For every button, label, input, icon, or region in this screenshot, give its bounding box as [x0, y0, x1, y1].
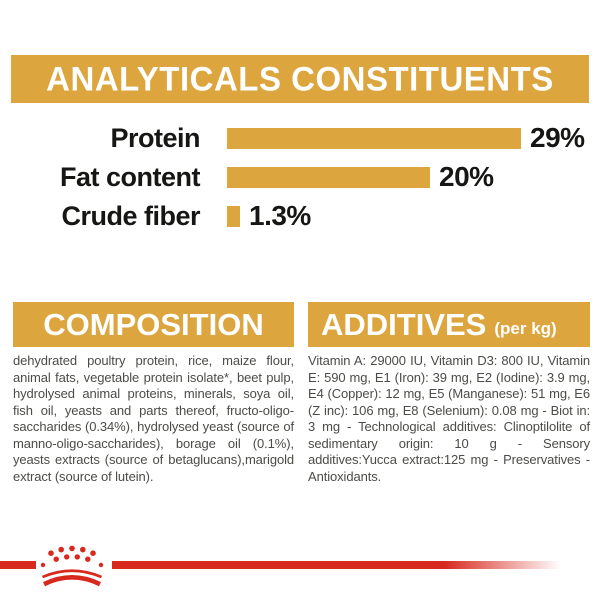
bar-row: Protein 29% — [0, 122, 600, 153]
bar-value: 29% — [530, 122, 585, 153]
bar — [227, 205, 240, 227]
composition-header: COMPOSITION — [13, 302, 294, 347]
composition-title: COMPOSITION — [43, 307, 264, 342]
royal-canin-crown-icon — [40, 545, 104, 587]
bar-chart: Protein 29% Fat content 20% Crude fiber 1.3% — [0, 122, 600, 231]
footer-rule-left — [0, 561, 36, 569]
bar-row: Crude fiber 1.3% — [0, 200, 600, 231]
bar-label: Fat content — [60, 161, 201, 192]
bar-row: Fat content 20% — [0, 161, 600, 192]
bar — [227, 166, 430, 188]
analytical-constituents-title: ANALYTICALS CONSTITUENTS — [46, 59, 554, 98]
additives-title: ADDITIVES — [321, 307, 487, 342]
composition-text: dehydrated poultry protein, rice, maize … — [13, 353, 294, 484]
bar-value: 20% — [439, 161, 494, 192]
additives-section: ADDITIVES (per kg) Vitamin A: 29000 IU, … — [308, 302, 590, 485]
bar-value: 1.3% — [249, 200, 311, 231]
additives-header: ADDITIVES (per kg) — [308, 302, 590, 347]
analytical-constituents-header: ANALYTICALS CONSTITUENTS — [11, 55, 589, 103]
bar-label: Crude fiber — [61, 200, 200, 231]
bar-label: Protein — [110, 122, 200, 153]
additives-title-suffix: (per kg) — [494, 319, 557, 338]
bar — [227, 127, 521, 149]
additives-text: Vitamin A: 29000 IU, Vitamin D3: 800 IU,… — [308, 353, 590, 484]
composition-section: COMPOSITION dehydrated poultry protein, … — [13, 302, 294, 485]
footer-rule-right — [112, 561, 600, 569]
